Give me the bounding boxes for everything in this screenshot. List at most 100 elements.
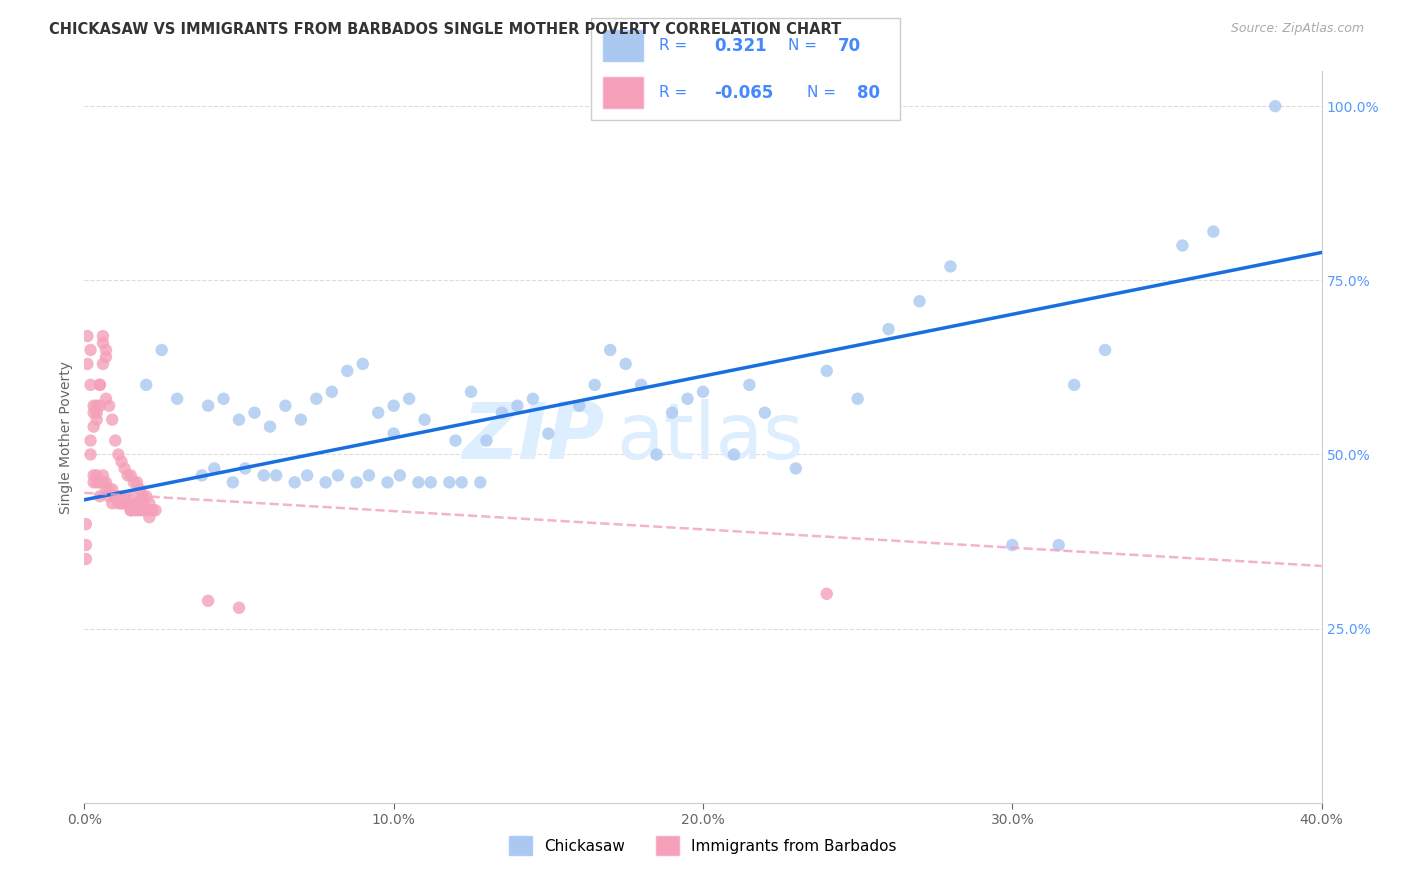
Legend: Chickasaw, Immigrants from Barbados: Chickasaw, Immigrants from Barbados (503, 830, 903, 861)
Point (76, 357, 98, 371)
Point (738, 377, 761, 392)
Point (295, 468, 318, 483)
Point (135, 503, 157, 517)
Text: 80: 80 (856, 84, 880, 102)
Point (506, 399, 529, 413)
Point (197, 594, 219, 608)
Text: N =: N = (789, 38, 823, 53)
Point (91, 357, 114, 371)
Point (568, 399, 591, 413)
Point (75, 552, 97, 566)
Point (86, 399, 108, 413)
Point (98, 483, 121, 497)
Point (1264, 99, 1286, 113)
Point (129, 483, 152, 497)
Point (107, 448, 129, 462)
Point (212, 392, 235, 406)
Text: 70: 70 (838, 37, 860, 54)
Point (243, 406, 266, 420)
Point (101, 412, 124, 426)
Point (537, 426, 560, 441)
Point (1001, 538, 1024, 552)
Point (450, 475, 472, 490)
Point (259, 419, 281, 434)
Point (104, 489, 127, 503)
Point (1063, 377, 1085, 392)
Point (83, 419, 105, 434)
Point (202, 461, 225, 475)
Y-axis label: Single Mother Poverty: Single Mother Poverty (59, 360, 73, 514)
FancyBboxPatch shape (603, 78, 643, 108)
Point (79, 434, 101, 448)
Point (352, 357, 374, 371)
Point (83, 399, 105, 413)
Point (94, 343, 117, 357)
Point (110, 454, 132, 468)
Point (754, 406, 776, 420)
Point (676, 392, 699, 406)
Point (336, 364, 359, 378)
Point (290, 412, 312, 426)
Point (357, 468, 380, 483)
Point (120, 503, 142, 517)
Text: ZIP: ZIP (461, 399, 605, 475)
Point (132, 503, 155, 517)
Point (104, 489, 127, 503)
Point (444, 434, 467, 448)
Point (491, 406, 513, 420)
Point (413, 412, 436, 426)
Text: -0.065: -0.065 (714, 84, 773, 102)
Point (197, 399, 219, 413)
Point (1047, 538, 1070, 552)
Point (692, 384, 714, 399)
Point (135, 377, 157, 392)
Point (120, 503, 142, 517)
Point (614, 357, 637, 371)
Point (101, 496, 124, 510)
Point (125, 475, 148, 490)
Point (315, 475, 337, 490)
Point (398, 392, 420, 406)
Point (83, 475, 105, 490)
Point (939, 260, 962, 274)
Point (377, 475, 399, 490)
Text: atlas: atlas (616, 399, 804, 475)
Point (138, 496, 160, 510)
Point (94, 483, 117, 497)
Point (382, 426, 405, 441)
Point (233, 461, 256, 475)
Point (326, 468, 349, 483)
Point (91, 336, 114, 351)
Point (475, 434, 498, 448)
Point (846, 392, 869, 406)
Point (630, 377, 652, 392)
Point (815, 587, 838, 601)
Point (135, 503, 157, 517)
Text: N =: N = (807, 86, 841, 100)
Point (114, 489, 136, 503)
Point (110, 496, 132, 510)
Point (122, 503, 145, 517)
Point (150, 343, 173, 357)
Point (120, 468, 142, 483)
Point (305, 392, 328, 406)
Point (228, 600, 250, 615)
Point (89, 489, 111, 503)
Point (117, 496, 139, 510)
Point (382, 399, 405, 413)
Point (79, 343, 101, 357)
Point (129, 503, 152, 517)
Point (274, 399, 297, 413)
Text: Source: ZipAtlas.com: Source: ZipAtlas.com (1230, 22, 1364, 36)
Point (86, 412, 108, 426)
Point (89, 475, 111, 490)
Point (1202, 225, 1225, 239)
Point (91, 468, 114, 483)
Point (79, 377, 101, 392)
Point (460, 384, 482, 399)
Point (94, 392, 117, 406)
Point (135, 489, 157, 503)
Point (138, 510, 160, 524)
Point (125, 496, 148, 510)
Point (346, 475, 368, 490)
